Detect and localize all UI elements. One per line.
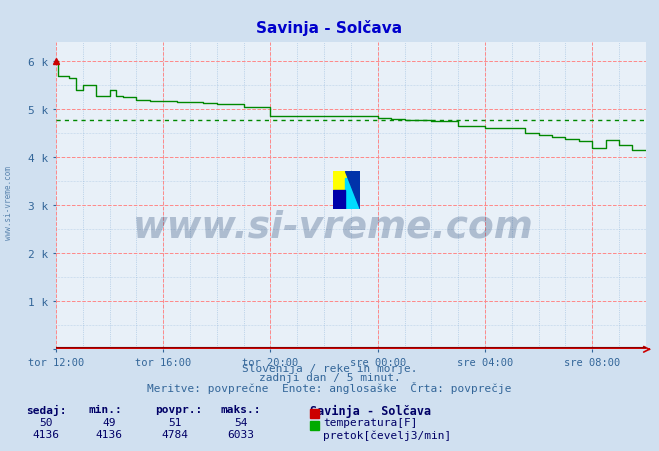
Text: 50: 50 [40, 417, 53, 427]
Text: Meritve: povprečne  Enote: anglosaške  Črta: povprečje: Meritve: povprečne Enote: anglosaške Črt… [147, 381, 512, 393]
Bar [345, 179, 360, 210]
Bar [333, 171, 347, 190]
Text: maks.:: maks.: [221, 404, 261, 414]
Text: www.si-vreme.com: www.si-vreme.com [132, 209, 534, 245]
Text: 49: 49 [102, 417, 115, 427]
Text: 54: 54 [234, 417, 247, 427]
Text: 51: 51 [168, 417, 181, 427]
Text: 4136: 4136 [33, 429, 59, 439]
Text: 4136: 4136 [96, 429, 122, 439]
Text: temperatura[F]: temperatura[F] [323, 417, 417, 427]
Polygon shape [345, 171, 360, 210]
Text: Savinja - Solčava: Savinja - Solčava [310, 404, 431, 417]
Text: pretok[čevelj3/min]: pretok[čevelj3/min] [323, 429, 451, 440]
Text: 4784: 4784 [161, 429, 188, 439]
Text: sedaj:: sedaj: [26, 404, 67, 414]
Polygon shape [333, 190, 345, 210]
Text: povpr.:: povpr.: [155, 404, 202, 414]
Text: Savinja - Solčava: Savinja - Solčava [256, 20, 403, 36]
Text: zadnji dan / 5 minut.: zadnji dan / 5 minut. [258, 372, 401, 382]
Text: Slovenija / reke in morje.: Slovenija / reke in morje. [242, 363, 417, 373]
Text: www.si-vreme.com: www.si-vreme.com [4, 166, 13, 240]
Text: min.:: min.: [89, 404, 123, 414]
Text: 6033: 6033 [227, 429, 254, 439]
